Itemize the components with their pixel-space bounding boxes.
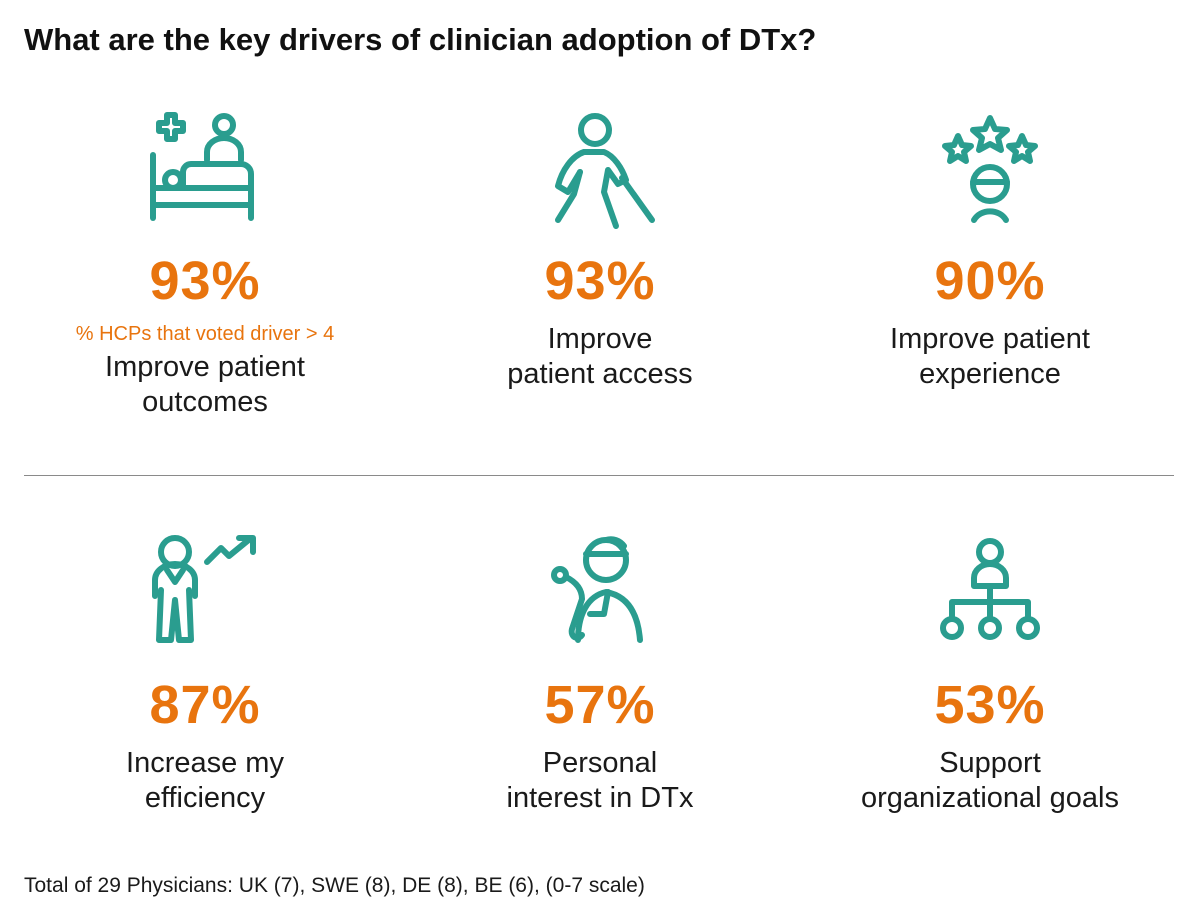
driver-percent: 53% xyxy=(934,675,1046,735)
driver-label: Support organizational goals xyxy=(861,747,1119,815)
driver-card-efficiency: 87% Increase my efficiency xyxy=(15,530,395,817)
org-chart-icon xyxy=(800,530,1180,650)
driver-percent: 93% xyxy=(544,251,656,311)
walking-cane-icon xyxy=(410,110,790,230)
patient-bed-icon xyxy=(15,110,395,230)
driver-card-patient-outcomes: 93% % HCPs that voted driver > 4 Improve… xyxy=(15,110,395,421)
rating-stars-person-icon xyxy=(800,110,1180,230)
section-divider xyxy=(24,475,1174,476)
doctor-stethoscope-icon xyxy=(410,530,790,650)
person-trend-up-icon xyxy=(15,530,395,650)
driver-card-personal-interest: 57% Personal interest in DTx xyxy=(410,530,790,817)
driver-label: Improve patient experience xyxy=(890,323,1090,391)
driver-label: Improve patient outcomes xyxy=(105,351,305,419)
driver-label: Increase my efficiency xyxy=(126,747,284,815)
footnote: Total of 29 Physicians: UK (7), SWE (8),… xyxy=(24,874,645,897)
driver-card-organizational-goals: 53% Support organizational goals xyxy=(800,530,1180,817)
driver-percent: 87% xyxy=(149,675,261,735)
page-title: What are the key drivers of clinician ad… xyxy=(24,22,817,57)
driver-label: Personal interest in DTx xyxy=(506,747,694,815)
driver-percent: 90% xyxy=(934,251,1046,311)
percent-note: % HCPs that voted driver > 4 xyxy=(75,323,335,345)
driver-percent: 57% xyxy=(544,675,656,735)
driver-percent: 93% xyxy=(149,251,261,311)
driver-label: Improve patient access xyxy=(507,323,693,391)
driver-card-patient-access: 93% Improve patient access xyxy=(410,110,790,393)
driver-card-patient-experience: 90% Improve patient experience xyxy=(800,110,1180,393)
